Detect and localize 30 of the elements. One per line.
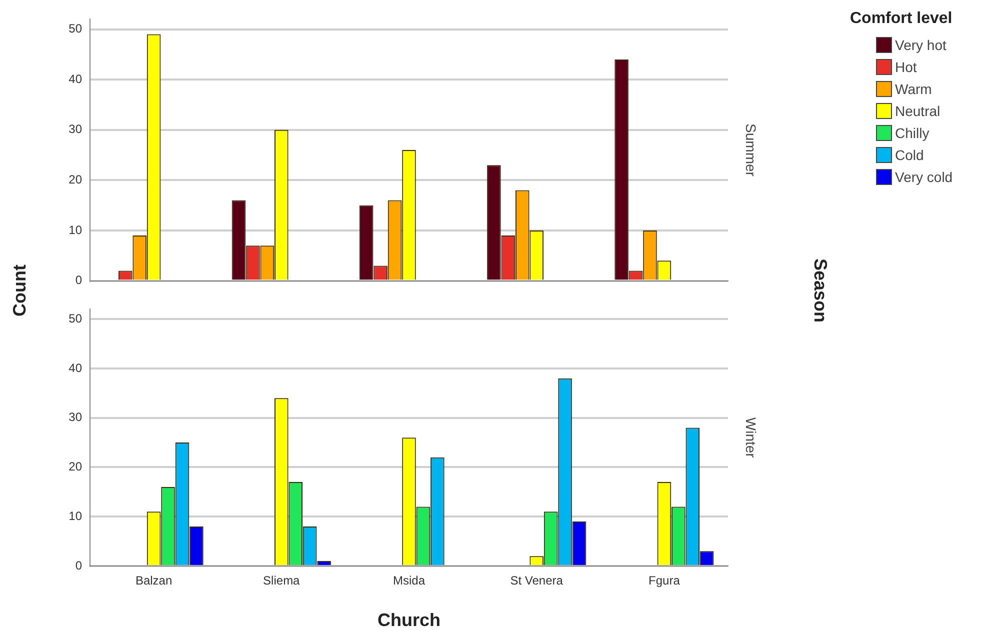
text: Summer bbox=[743, 124, 760, 177]
legend-label: Chilly bbox=[895, 125, 930, 141]
x-axis-title: Church bbox=[378, 610, 440, 630]
y-axis-title: Count bbox=[10, 264, 30, 316]
x-tick-label: Msida bbox=[392, 574, 426, 588]
y-tick-label: 20 bbox=[68, 172, 82, 186]
y-tick-label: 30 bbox=[68, 122, 82, 136]
y-tick-label: 30 bbox=[68, 410, 82, 424]
y-tick-label: 40 bbox=[68, 360, 82, 375]
legend-title: Comfort level bbox=[850, 10, 953, 28]
legend-label: Very cold bbox=[895, 169, 953, 185]
y-tick-label: 50 bbox=[68, 311, 82, 326]
legend-label: Cold bbox=[895, 147, 924, 163]
x-tick-label: Balzan bbox=[135, 574, 172, 588]
legend-label: Hot bbox=[895, 59, 917, 75]
text: Winter bbox=[743, 417, 760, 458]
x-tick-label: Sliema bbox=[263, 574, 300, 588]
legend-label: Warm bbox=[895, 81, 932, 97]
y-tick-label: 0 bbox=[75, 558, 82, 572]
y-tick-label: 10 bbox=[68, 222, 82, 237]
y-tick-label: 0 bbox=[75, 273, 82, 288]
legend-label: Neutral bbox=[895, 103, 940, 119]
legend-label: Very hot bbox=[895, 37, 946, 53]
y-tick-label: 40 bbox=[68, 72, 82, 86]
x-tick-label: St Venera bbox=[510, 574, 564, 588]
y-tick-label: 20 bbox=[68, 460, 82, 474]
x-tick-label: Fgura bbox=[648, 574, 680, 588]
y2-axis-title: Season bbox=[810, 258, 830, 322]
y-tick-label: 50 bbox=[68, 22, 82, 36]
y-tick-label: 10 bbox=[68, 508, 82, 523]
